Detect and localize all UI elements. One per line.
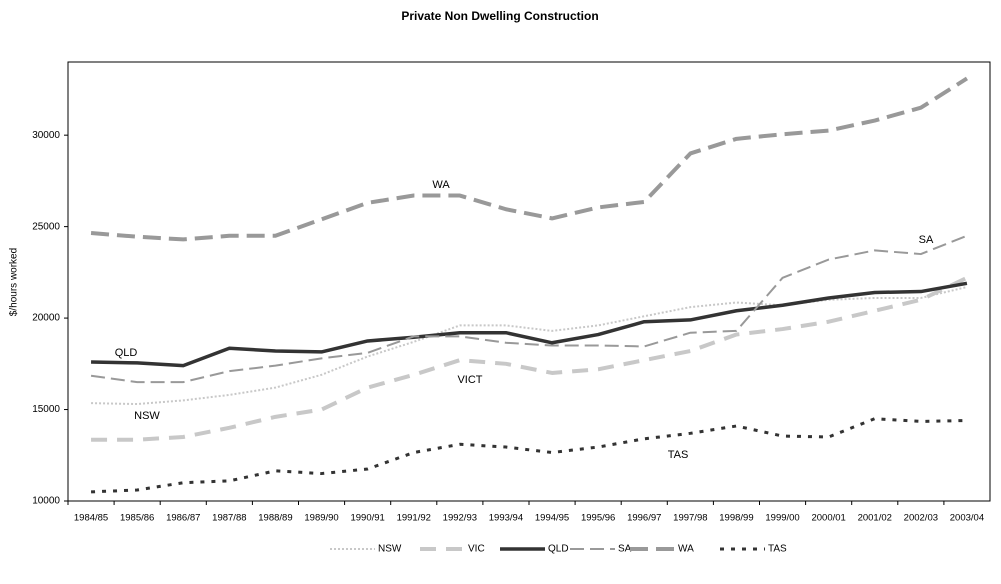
- x-tick-label: 1993/94: [489, 513, 523, 524]
- x-tick-label: 2003/04: [950, 513, 984, 524]
- annotation: WA: [432, 179, 450, 191]
- legend-label: SA: [618, 544, 632, 555]
- x-tick-label: 2001/02: [858, 513, 892, 524]
- x-tick-label: 2002/03: [904, 513, 938, 524]
- y-tick-label: 25000: [32, 221, 60, 232]
- series-line: [91, 281, 968, 368]
- series-line: [91, 286, 968, 406]
- x-tick-label: 1996/97: [627, 513, 661, 524]
- series-line: [90, 234, 968, 384]
- legend-label: WA: [678, 544, 694, 555]
- annotation: SA: [919, 234, 934, 246]
- plot-frame: [67, 61, 991, 502]
- x-tick-label: 1990/91: [350, 513, 384, 524]
- y-axis-label: $/hours worked: [9, 248, 20, 316]
- x-tick-label: 1992/93: [443, 513, 477, 524]
- x-tick-label: 1989/90: [304, 513, 338, 524]
- x-tick-label: 2000/01: [811, 513, 845, 524]
- legend-label: QLD: [548, 544, 569, 555]
- x-tick-label: 1995/96: [581, 513, 615, 524]
- legend-label: VIC: [468, 544, 485, 555]
- x-tick-label: 1997/98: [673, 513, 707, 524]
- annotation: VICT: [457, 374, 482, 386]
- x-tick-label: 1998/99: [719, 513, 753, 524]
- x-tick-label: 1991/92: [397, 513, 431, 524]
- annotation: NSW: [134, 410, 160, 422]
- legend-label: TAS: [768, 544, 787, 555]
- y-tick-label: 10000: [32, 496, 60, 507]
- series-line: [91, 276, 968, 442]
- y-tick-label: 15000: [32, 404, 60, 415]
- x-tick-label: 1987/88: [212, 513, 246, 524]
- x-tick-label: 1984/85: [74, 513, 108, 524]
- x-tick-label: 1986/87: [166, 513, 200, 524]
- annotation: QLD: [115, 347, 138, 359]
- series-line: [90, 76, 969, 242]
- x-tick-label: 1985/86: [120, 513, 154, 524]
- chart-title: Private Non Dwelling Construction: [401, 9, 598, 23]
- legend-label: NSW: [378, 544, 402, 555]
- x-tick-label: 1988/89: [258, 513, 292, 524]
- annotation: TAS: [668, 449, 689, 461]
- y-tick-label: 20000: [32, 313, 60, 324]
- y-tick-label: 30000: [32, 130, 60, 141]
- x-tick-label: 1999/00: [765, 513, 799, 524]
- series-line: [90, 417, 967, 494]
- x-tick-label: 1994/95: [535, 513, 569, 524]
